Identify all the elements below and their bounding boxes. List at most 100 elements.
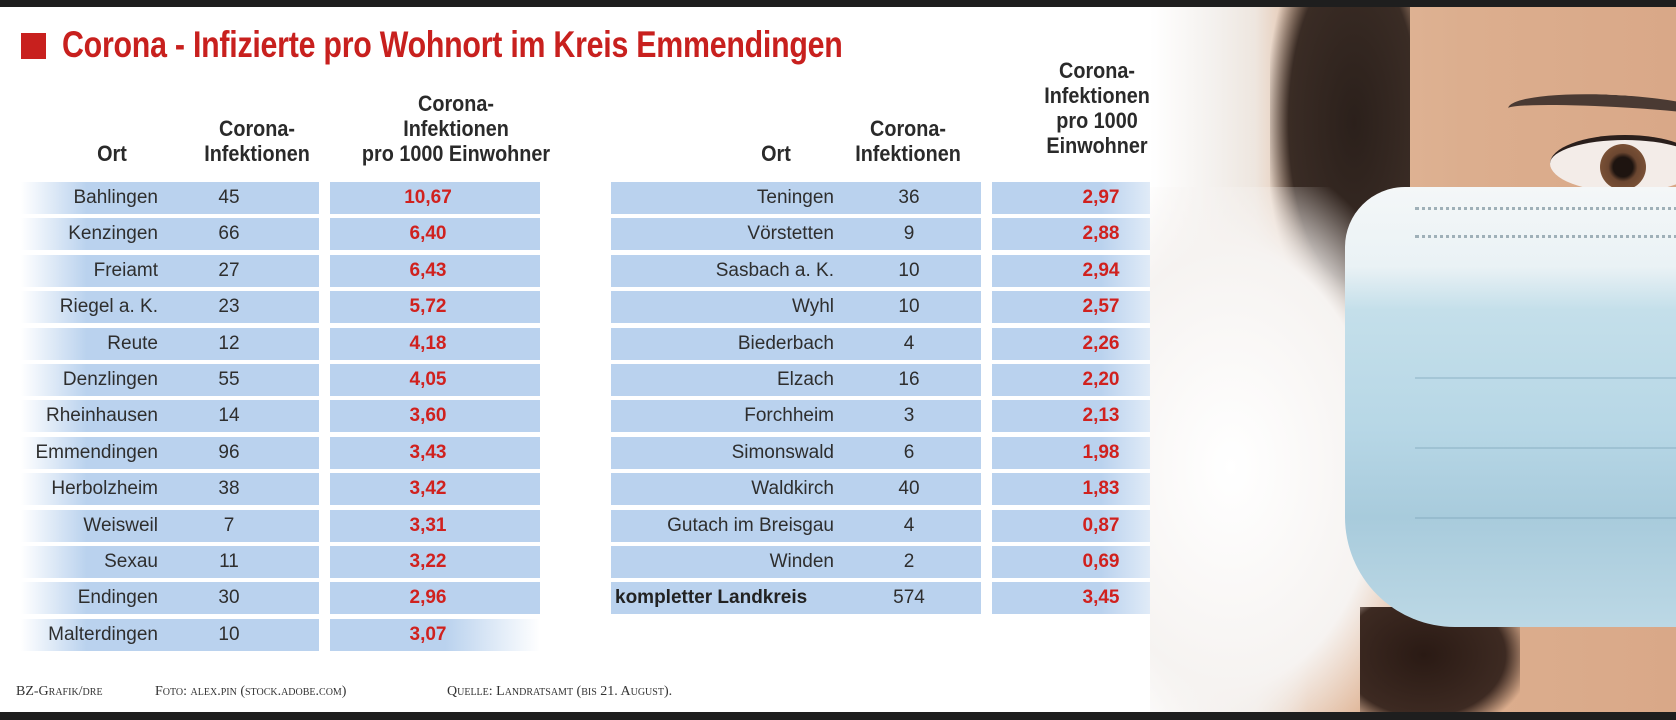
- infection-count: 12: [218, 333, 240, 354]
- town-name: Teningen: [756, 187, 834, 208]
- eyebrow: [1507, 89, 1676, 139]
- row-bar: [21, 619, 319, 651]
- infection-count: 9: [903, 223, 915, 244]
- town-name: Gutach im Breisgau: [667, 515, 834, 536]
- right-header-pro-1000: Corona- Infektionen pro 1000 Einwohner: [1021, 58, 1174, 158]
- row-bar: [330, 619, 540, 651]
- row-bar: [21, 255, 319, 287]
- town-name: Kenzingen: [68, 223, 158, 244]
- row-bar: [611, 218, 981, 250]
- row-bar: [330, 328, 540, 360]
- row-bar: [611, 255, 981, 287]
- left-header-ort: Ort: [97, 141, 127, 166]
- header-line: pro 1000: [1056, 108, 1138, 133]
- infection-count: 10: [898, 260, 920, 281]
- row-bar: [21, 182, 319, 214]
- row-bar: [611, 473, 981, 505]
- infection-count: 7: [223, 515, 235, 536]
- row-bar: [21, 473, 319, 505]
- face-mask: [1345, 187, 1676, 627]
- row-bar: [611, 291, 981, 323]
- rate-per-1000: 2,26: [1082, 333, 1120, 354]
- header-line: Infektionen: [855, 141, 961, 166]
- row-bar: [611, 437, 981, 469]
- mask-pleat: [1415, 517, 1676, 519]
- header-line: Infektionen: [1044, 83, 1150, 108]
- row-bar: [611, 582, 981, 614]
- infection-count: 45: [218, 187, 240, 208]
- mask-stitching: [1415, 235, 1676, 238]
- infection-count: 11: [219, 551, 239, 572]
- row-bar: [611, 182, 981, 214]
- rate-per-1000: 3,31: [409, 515, 447, 536]
- infection-count: 66: [218, 223, 240, 244]
- row-bar: [21, 328, 319, 360]
- town-name: Emmendingen: [35, 442, 158, 463]
- infection-count: 10: [898, 296, 920, 317]
- row-bar: [21, 437, 319, 469]
- town-name: Malterdingen: [48, 624, 158, 645]
- town-name: Herbolzheim: [51, 478, 158, 499]
- row-bar: [330, 255, 540, 287]
- footer-source: Quelle: Landratsamt (bis 21. August).: [447, 684, 673, 699]
- infection-count: 14: [218, 405, 240, 426]
- photo-masked-woman: [1150, 7, 1676, 712]
- town-name: Sasbach a. K.: [715, 260, 834, 281]
- infection-count: 4: [903, 515, 915, 536]
- mask-stitching: [1415, 207, 1676, 210]
- header-line: pro 1000 Einwohner: [361, 141, 551, 166]
- rate-per-1000: 3,07: [409, 624, 447, 645]
- infection-count: 55: [218, 369, 240, 390]
- header-line: Corona-: [1059, 58, 1135, 83]
- infection-count: 40: [898, 478, 920, 499]
- infection-count: 10: [218, 624, 240, 645]
- row-bar: [611, 400, 981, 432]
- rate-per-1000: 3,43: [409, 442, 447, 463]
- town-name: Rheinhausen: [46, 405, 158, 426]
- rate-per-1000: 0,69: [1082, 551, 1120, 572]
- rate-per-1000: 4,05: [409, 369, 447, 390]
- rate-per-1000: 0,87: [1082, 515, 1120, 536]
- infection-count: 36: [898, 187, 920, 208]
- rate-per-1000: 2,13: [1082, 405, 1120, 426]
- town-name: Winden: [769, 551, 834, 572]
- rate-per-1000: 2,20: [1082, 369, 1120, 390]
- header-line: Corona-: [418, 91, 494, 116]
- header-line: Infektionen: [403, 116, 509, 141]
- row-bar: [330, 473, 540, 505]
- left-header-pro-1000: Corona- Infektionen pro 1000 Einwohner: [334, 91, 579, 166]
- rate-per-1000: 3,60: [409, 405, 447, 426]
- row-bar: [611, 364, 981, 396]
- town-name: Simonswald: [731, 442, 834, 463]
- rate-per-1000: 2,97: [1082, 187, 1120, 208]
- row-bar: [330, 291, 540, 323]
- row-bar: [330, 582, 540, 614]
- row-bar: [611, 510, 981, 542]
- row-bar: [330, 218, 540, 250]
- infection-count: 30: [218, 587, 240, 608]
- rate-per-1000: 1,98: [1082, 442, 1120, 463]
- row-bar: [21, 364, 319, 396]
- header-line: Corona-: [870, 116, 946, 141]
- row-bar: [611, 546, 981, 578]
- row-bar: [330, 400, 540, 432]
- row-bar: [21, 291, 319, 323]
- rate-per-1000: 3,42: [409, 478, 447, 499]
- right-header-ort: Ort: [761, 141, 791, 166]
- row-bar: [21, 218, 319, 250]
- row-bar: [21, 546, 319, 578]
- rate-per-1000: 2,94: [1082, 260, 1120, 281]
- row-bar: [611, 328, 981, 360]
- top-border: [0, 0, 1676, 7]
- page-title: Corona - Infizierte pro Wohnort im Kreis…: [62, 24, 843, 65]
- right-header-infektionen: Corona- Infektionen: [832, 116, 985, 166]
- row-bar: [330, 437, 540, 469]
- footer-photo-credit: Foto: alex.pin (stock.adobe.com): [155, 684, 347, 699]
- infection-count: 16: [898, 369, 920, 390]
- rate-per-1000: 10,67: [404, 187, 452, 208]
- row-bar: [330, 510, 540, 542]
- title-marker-icon: [21, 33, 46, 59]
- row-bar: [330, 546, 540, 578]
- infection-count: 3: [903, 405, 915, 426]
- town-name: Denzlingen: [62, 369, 158, 390]
